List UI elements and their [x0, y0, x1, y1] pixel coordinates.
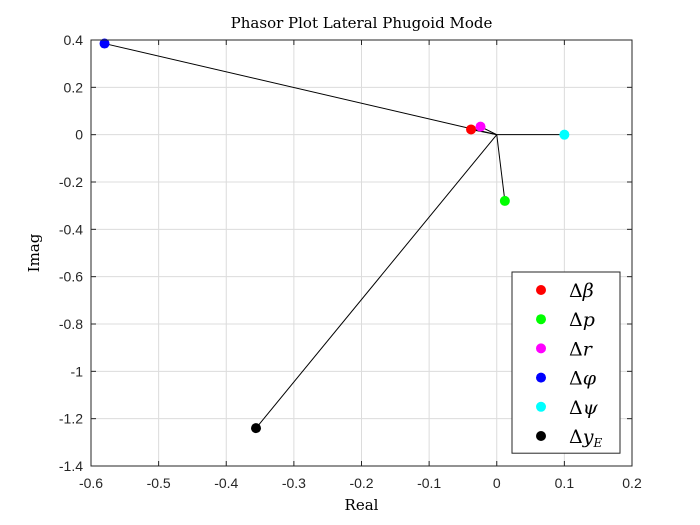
- phasor-point-2: [475, 121, 486, 132]
- x-tick-label: -0.4: [214, 475, 238, 491]
- x-axis-label: Real: [345, 496, 379, 514]
- x-tick-label: -0.6: [79, 475, 103, 491]
- x-tick-label: -0.1: [417, 475, 441, 491]
- y-tick-label: 0: [75, 127, 83, 143]
- phasor-point-5: [251, 423, 262, 434]
- legend-marker-3: [536, 372, 546, 383]
- x-tick-label: -0.2: [349, 475, 373, 491]
- legend: Δβ Δp Δr Δφ Δψ ΔyE: [511, 271, 621, 454]
- legend-label-5: ΔyE: [569, 426, 602, 450]
- legend-label-2: Δr: [569, 338, 594, 360]
- phasor-point-0: [466, 124, 477, 135]
- y-tick-label: -1.2: [59, 411, 83, 427]
- legend-label-3: Δφ: [569, 368, 597, 390]
- y-tick-label: -0.6: [59, 269, 83, 285]
- y-tick-label: -0.4: [59, 221, 83, 237]
- y-tick-label: 0.2: [64, 79, 84, 95]
- phasor-point-4: [559, 129, 570, 140]
- legend-box: [511, 271, 621, 454]
- x-tick-label: 0: [493, 475, 501, 491]
- legend-label-4: Δψ: [569, 397, 599, 419]
- phasor-vectors: [104, 43, 565, 429]
- legend-label-0: Δβ: [569, 280, 594, 302]
- x-tick-label: -0.3: [282, 475, 306, 491]
- y-tick-label: -1: [71, 363, 84, 379]
- phasor-point-1: [499, 195, 510, 206]
- y-axis-label: Imag: [25, 233, 43, 272]
- legend-label-1: Δp: [569, 309, 595, 331]
- chart-title: Phasor Plot Lateral Phugoid Mode: [231, 14, 493, 32]
- phasor-vector-1: [496, 134, 506, 201]
- legend-marker-1: [536, 314, 546, 325]
- phasor-vector-3: [104, 43, 497, 136]
- x-tick-label: 0.1: [555, 475, 575, 491]
- y-tick-label: -1.4: [59, 458, 83, 474]
- phasor-point-3: [99, 38, 110, 49]
- legend-marker-0: [536, 285, 546, 295]
- y-tick-label: -0.8: [59, 316, 83, 332]
- phasor-vector-5: [255, 134, 498, 429]
- axis-ticks: -0.6 -0.5 -0.4 -0.3 -0.2 -0.1 0 0.1 0.2 0.4 0.2 0 -0…: [59, 32, 642, 491]
- y-tick-label: 0.4: [64, 32, 84, 48]
- phasor-points: [99, 38, 570, 434]
- x-tick-label: -0.5: [147, 475, 171, 491]
- y-tick-label: -0.2: [59, 174, 83, 190]
- legend-marker-5: [536, 431, 546, 441]
- x-tick-label: 0.2: [622, 475, 642, 491]
- legend-marker-2: [536, 343, 546, 354]
- legend-marker-4: [536, 401, 546, 412]
